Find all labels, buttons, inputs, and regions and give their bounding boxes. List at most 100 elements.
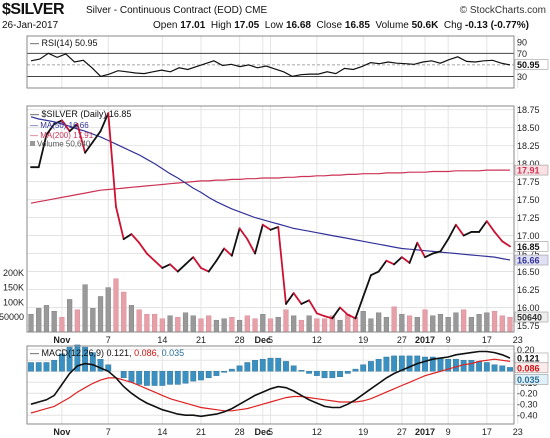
macd-legend: — MACD(12,26,9) 0.121, 0.086, 0.035: [30, 348, 184, 358]
price-segment: [362, 274, 372, 298]
volume-bar: [190, 315, 196, 333]
price-segment: [184, 256, 195, 266]
volume-bar: [507, 316, 513, 333]
price-segment: [192, 256, 202, 269]
macd-panel-frame: [26, 345, 515, 425]
macd-histogram-bar: [499, 365, 506, 372]
volume-bar: [113, 278, 119, 333]
volume-bar: [345, 314, 351, 333]
macd-histogram-bar: [58, 353, 65, 372]
price-tick-label: 16.75: [517, 249, 540, 259]
price-segment: [200, 267, 210, 273]
price-segment: [107, 112, 117, 208]
macd-histogram-bar: [383, 356, 390, 372]
price-segment: [331, 306, 341, 320]
volume-bar: [82, 284, 88, 333]
price-segment: [462, 231, 473, 237]
price-segment: [424, 252, 434, 259]
price-tick-label: 18.75: [517, 105, 540, 115]
price-segment: [230, 227, 241, 257]
close-label: Close: [316, 20, 343, 31]
volume-bar: [152, 314, 158, 333]
volume-last-value-box: [514, 311, 549, 323]
macd-tick-label: -0.30: [517, 400, 538, 410]
price-tick-label: 16.25: [517, 285, 540, 295]
price-tick-label: 18.25: [517, 141, 540, 151]
price-tick-label: 17.75: [517, 177, 540, 187]
x-axis-label-bottom: 14: [157, 427, 167, 437]
macd-histogram-bar: [97, 358, 104, 372]
price-segment: [223, 247, 233, 257]
volume-bar: [314, 318, 320, 333]
ma50-legend: — MA(50) 16.66: [30, 121, 89, 130]
price-segment: [254, 223, 264, 255]
macd-histogram-bar: [236, 365, 243, 372]
price-segment: [478, 220, 488, 233]
price-segment: [53, 119, 63, 125]
price-segment: [339, 306, 349, 316]
volume-bar: [136, 309, 142, 333]
macd-histogram-bar: [74, 344, 81, 372]
price-tick-label: 17.00: [517, 231, 540, 241]
price-segment: [377, 259, 388, 273]
macd-histogram-bar: [128, 371, 135, 383]
macd-histogram-bar: [43, 362, 50, 372]
macd-histogram-bar: [267, 357, 274, 372]
volume-bar: [422, 309, 428, 333]
macd-tick-label: -0.20: [517, 389, 538, 399]
price-segment: [246, 238, 256, 255]
price-segment: [169, 263, 179, 273]
ohlc-summary: Open 17.01 High 17.05 Low 16.68 Close 16…: [153, 20, 529, 31]
price-segment: [385, 259, 396, 266]
close-value: 16.85: [344, 20, 370, 31]
macd-histogram-bar: [468, 360, 475, 372]
macd-histogram-bar: [151, 371, 158, 386]
macd-histogram-bar: [398, 355, 405, 372]
volume-bar: [337, 319, 343, 333]
price-segment: [393, 256, 403, 266]
x-axis-label-top: 21: [196, 335, 206, 345]
volume-bar: [414, 316, 420, 333]
macd-histogram-bar: [360, 364, 367, 372]
ma200-line: [30, 169, 510, 204]
contract-description: Silver - Continuous Contract (EOD) CME: [86, 5, 267, 16]
price-segment: [45, 123, 56, 136]
macd-histogram-bar: [136, 371, 143, 385]
volume-bar: [159, 318, 165, 333]
x-axis-label-bottom: 28: [235, 427, 245, 437]
price-segment: [153, 259, 164, 269]
macd-histogram-bar: [507, 367, 513, 372]
price-tick-label: 16.50: [517, 267, 540, 277]
x-axis-label-bottom: Nov: [53, 427, 70, 437]
ma50-last-value-box: [514, 254, 549, 266]
volume-value: 50.6K: [411, 20, 439, 31]
macd-histogram-bar: [329, 371, 336, 379]
price-segment: [161, 263, 171, 269]
price-segment: [76, 123, 86, 154]
price-segment: [455, 223, 465, 237]
volume-bar: [275, 316, 281, 333]
x-axis-label-top: Dec: [255, 335, 272, 345]
volume-bar: [51, 311, 57, 333]
chg-value: -0.13 (-0.77%): [465, 20, 529, 31]
volume-bar: [175, 316, 181, 333]
ma200-last-value-box: [514, 164, 549, 176]
volume-bar: [360, 311, 366, 333]
volume-bar: [399, 314, 405, 333]
rsi-last-value-box: [514, 59, 549, 70]
ticker-symbol: $SILVER: [2, 1, 65, 18]
macd-histogram-bar: [167, 371, 173, 385]
price-segment: [277, 226, 287, 305]
volume-bar: [67, 299, 73, 333]
open-value: 17.01: [180, 20, 206, 31]
macd-histogram-bar: [437, 357, 444, 372]
price-segment: [300, 299, 311, 305]
volume-bar: [476, 314, 482, 333]
macd-histogram-bar: [306, 371, 313, 374]
low-label: Low: [264, 20, 284, 31]
ma50-last-value: 16.66: [517, 256, 540, 266]
macd-histogram-bar: [275, 357, 282, 372]
x-axis-label-top: 9: [446, 335, 451, 345]
chg-label: Chg: [443, 20, 463, 31]
ma200-legend: — MA(200) 17.91: [30, 131, 94, 140]
